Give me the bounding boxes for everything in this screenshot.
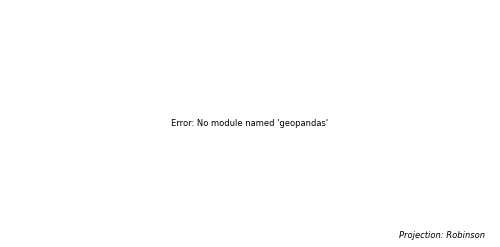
- Text: Projection: Robinson: Projection: Robinson: [399, 231, 485, 240]
- Text: Error: No module named 'geopandas': Error: No module named 'geopandas': [172, 119, 328, 128]
